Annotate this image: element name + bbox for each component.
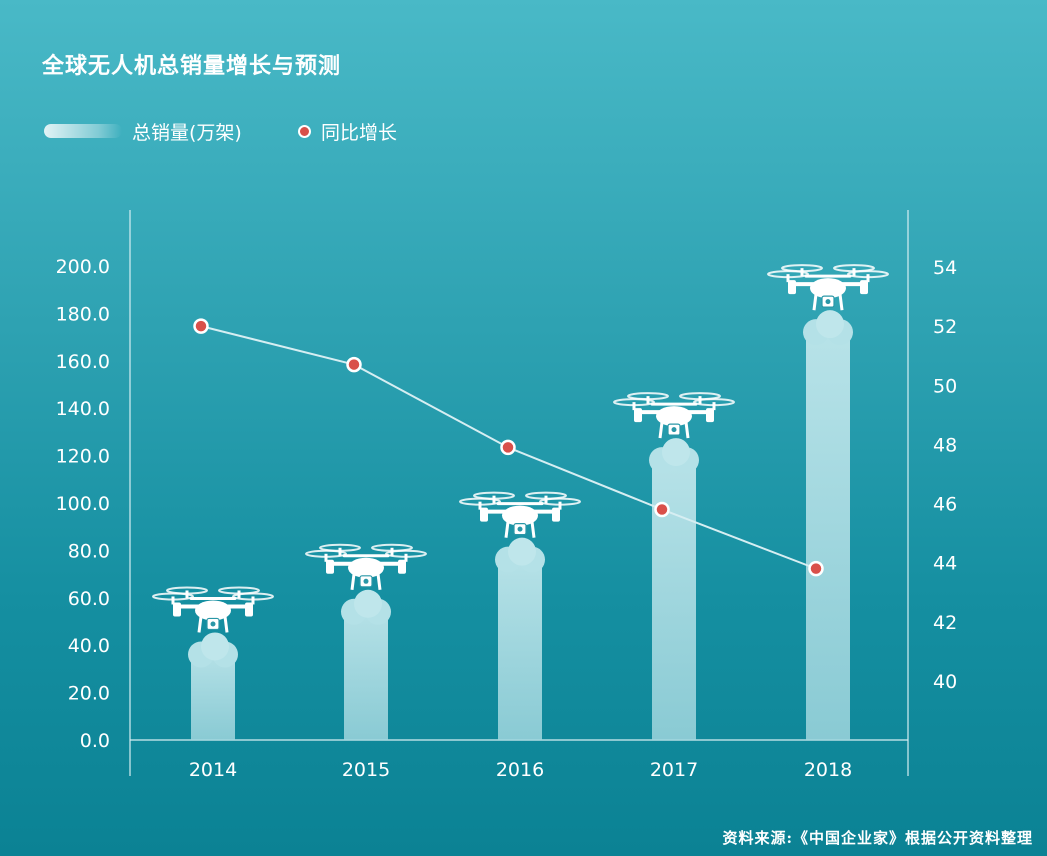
drone-leg [376,573,382,590]
drone-body [502,505,538,526]
left-tick-label: 140.0 [56,398,110,420]
left-tick-label: 200.0 [56,256,110,278]
right-tick-label: 44 [933,553,957,575]
right-tick-label: 52 [933,316,957,338]
drone-body [810,278,846,299]
sales-bar-cap-top [662,438,690,467]
sales-bar-body [344,607,388,740]
left-tick-label: 160.0 [56,351,110,373]
x-axis-ticks: 2014 2015 2016 2017 2018 [189,759,852,781]
left-axis-ticks: 0.0 20.0 40.0 60.0 80.0 100.0 120.0 140.0 160.0 1… [56,256,110,752]
right-tick-label: 50 [933,375,957,397]
sales-bar-cap-top [816,310,844,339]
right-tick-label: 46 [933,494,957,516]
sales-bar-body [652,456,696,740]
chart-title: 全球无人机总销量增长与预测 [42,54,342,79]
drone-body [656,406,692,427]
legend-dot-swatch [298,124,311,138]
drone-icon [152,586,274,633]
right-axis-ticks: 40 42 44 46 48 50 52 54 [933,257,957,693]
right-tick-label: 54 [933,257,957,279]
drone-motor [634,408,642,423]
drone-motor [860,280,868,295]
drone-body [195,600,231,621]
drone-motor [398,559,406,574]
sales-bar [495,537,545,740]
x-tick-label: 2017 [650,759,698,781]
drone-icons [152,264,889,633]
left-tick-label: 40.0 [68,635,110,657]
drone-icon [767,264,889,311]
drone-motor [788,280,796,295]
x-tick-label: 2018 [804,759,852,781]
drone-body [348,557,384,578]
drone-lens [671,427,677,433]
source-note: 资料来源:《中国企业家》根据公开资料整理 [722,829,1033,847]
growth-point [500,439,516,456]
drone-lens [210,621,216,627]
drone-motor [706,408,714,423]
drone-leg [223,616,229,633]
left-tick-label: 0.0 [80,730,110,752]
drone-lens [825,299,831,305]
sales-bar-cap-top [201,632,229,661]
growth-line-series [193,318,824,577]
sales-bar-body [498,555,542,740]
drone-motor [173,602,181,617]
drone-lens [363,578,369,584]
left-tick-label: 60.0 [68,588,110,610]
drone-motor [480,507,488,522]
growth-point [193,318,209,334]
legend-growth-label: 同比增长 [321,121,398,144]
drone-leg [838,293,844,311]
drone-icon [459,491,581,538]
sales-bar-cap-top [508,537,536,566]
legend-item-sales: 总销量(万架) [44,117,242,145]
drone-leg [197,616,203,633]
left-tick-label: 20.0 [68,683,110,705]
drone-motor [552,507,560,522]
x-tick-label: 2015 [342,759,390,781]
drone-leg [684,421,690,439]
left-tick-label: 120.0 [56,446,110,468]
drone-motor [326,559,334,574]
growth-point [808,560,824,577]
sales-bar-body [806,328,850,740]
left-tick-label: 100.0 [56,493,110,515]
x-tick-label: 2016 [496,759,544,781]
drone-leg [812,293,818,311]
sales-bar [188,632,238,740]
legend-item-growth: 同比增长 [298,117,397,145]
drone-lens [517,526,523,532]
sales-bar [341,589,391,740]
drone-icon [305,543,427,590]
right-tick-label: 42 [933,612,957,634]
left-tick-label: 180.0 [56,303,110,325]
growth-point [654,501,670,518]
drone-leg [658,421,664,439]
sales-bar [649,438,699,740]
drone-icon [613,392,735,439]
growth-point [346,356,362,373]
right-tick-label: 48 [933,434,957,456]
drone-motor [245,602,253,617]
sales-bar-cap-top [354,589,382,618]
bar-series [188,310,853,740]
drone-leg [350,573,356,590]
x-tick-label: 2014 [189,759,237,781]
drone-leg [530,521,536,538]
left-tick-label: 80.0 [68,540,110,562]
legend-bar-swatch [44,124,122,138]
drone-leg [504,521,510,538]
sales-bar [803,310,853,740]
legend-sales-label: 总销量(万架) [132,121,242,144]
right-tick-label: 40 [933,671,957,693]
